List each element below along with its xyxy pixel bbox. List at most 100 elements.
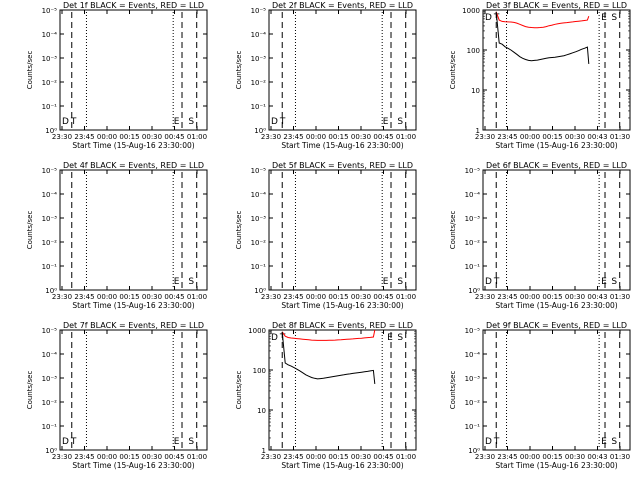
y-tick-label: 10⁻¹ [42, 423, 58, 431]
y-tick-label: 10⁰ [468, 447, 480, 455]
y-axis-label: Counts/sec [449, 211, 457, 250]
x-tick-label: 00:00 [306, 133, 326, 141]
x-tick-label: 00:30 [351, 133, 371, 141]
y-tick-label: 10 [471, 87, 480, 95]
marker-label: E [601, 13, 607, 23]
y-tick-label: 1 [476, 127, 480, 135]
y-tick-label: 100 [467, 47, 480, 55]
marker-label: T [493, 437, 500, 447]
x-axis-label: Start Time (15-Aug-16 23:30:00) [281, 301, 403, 310]
y-tick-label: 10⁻⁵ [465, 327, 481, 335]
y-tick-label: 10⁻⁵ [42, 327, 58, 335]
marker-label: D [485, 277, 492, 287]
y-tick-label: 1 [262, 447, 266, 455]
y-tick-label: 10⁰ [45, 127, 57, 135]
x-tick-label: 00:30 [565, 453, 585, 461]
x-tick-label: 23:30 [475, 453, 495, 461]
plot-frame [482, 329, 631, 451]
y-tick-label: 10⁻¹ [465, 423, 481, 431]
marker-label: D [485, 437, 492, 447]
events-series-line [281, 331, 376, 384]
x-axis-label: Start Time (15-Aug-16 23:30:00) [72, 141, 194, 150]
y-tick-label: 10⁰ [468, 287, 480, 295]
x-tick-label: 23:30 [475, 293, 495, 301]
x-tick-label: 00:15 [119, 133, 139, 141]
y-tick-label: 10⁻⁴ [251, 31, 267, 39]
x-tick-label: 23:45 [497, 133, 517, 141]
x-axis-label: Start Time (15-Aug-16 23:30:00) [281, 141, 403, 150]
y-tick-label: 10⁻⁵ [465, 167, 481, 175]
y-tick-label: 10⁰ [254, 287, 266, 295]
events-series-line [495, 11, 590, 64]
x-tick-label: 01:00 [396, 453, 416, 461]
x-tick-label: 00:00 [520, 133, 540, 141]
chart-title: Det 2f BLACK = Events, RED = LLD [272, 1, 413, 10]
y-tick-label: 10⁻³ [465, 215, 481, 223]
x-tick-label: 00:15 [328, 293, 348, 301]
x-tick-label: 23:45 [74, 133, 94, 141]
x-axis-label: Start Time (15-Aug-16 23:30:00) [495, 301, 617, 310]
x-tick-label: 00:00 [520, 293, 540, 301]
chart-panel-9: Det 9f BLACK = Events, RED = LLD 10⁰ 10⁻¹ 1… [449, 321, 631, 470]
x-tick-label: 00:45 [373, 133, 393, 141]
x-axis-label: Start Time (15-Aug-16 23:30:00) [495, 141, 617, 150]
marker-label: E [601, 437, 607, 447]
x-tick-label: 23:30 [261, 293, 281, 301]
chart-panel-1: Det 1f BLACK = Events, RED = LLD 10⁰ 10⁻¹ 1… [26, 1, 208, 150]
y-tick-label: 10⁻¹ [42, 263, 58, 271]
chart-title: Det 6f BLACK = Events, RED = LLD [486, 161, 627, 170]
plot-frame [268, 329, 417, 451]
marker-label: D [271, 333, 278, 343]
x-tick-label: 00:30 [142, 133, 162, 141]
y-tick-label: 10⁻¹ [42, 103, 58, 111]
x-tick-label: 23:30 [52, 133, 72, 141]
marker-label: D [271, 117, 278, 127]
y-tick-label: 10⁰ [45, 287, 57, 295]
x-tick-label: 23:45 [74, 293, 94, 301]
y-tick-label: 10⁻² [42, 239, 58, 247]
y-tick-label: 10 [257, 407, 266, 415]
x-tick-label: 00:45 [373, 293, 393, 301]
plot-frame [59, 9, 208, 131]
x-tick-label: 23:30 [475, 133, 495, 141]
x-axis-label: Start Time (15-Aug-16 23:30:00) [72, 461, 194, 470]
chart-title: Det 4f BLACK = Events, RED = LLD [63, 161, 204, 170]
x-tick-label: 23:45 [283, 293, 303, 301]
y-tick-label: 10⁻³ [42, 55, 58, 63]
y-tick-label: 10⁻² [42, 399, 58, 407]
x-tick-label: 00:30 [142, 293, 162, 301]
plot-frame [482, 9, 631, 131]
y-tick-label: 10⁻³ [42, 375, 58, 383]
x-tick-label: 01:00 [187, 293, 207, 301]
marker-label: S [611, 277, 617, 287]
x-tick-label: 01:30 [610, 453, 630, 461]
marker-label: S [188, 437, 194, 447]
y-tick-label: 1000 [462, 7, 480, 15]
marker-label: S [611, 437, 617, 447]
x-tick-label: 00:30 [565, 293, 585, 301]
x-tick-label: 23:30 [261, 453, 281, 461]
y-tick-label: 10⁻⁴ [251, 191, 267, 199]
chart-panel-6: Det 6f BLACK = Events, RED = LLD 10⁰ 10⁻¹ 1… [449, 161, 631, 310]
y-tick-label: 10⁻³ [465, 375, 481, 383]
y-tick-label: 10⁻⁴ [42, 191, 58, 199]
x-tick-label: 00:15 [119, 293, 139, 301]
x-tick-label: 00:15 [542, 453, 562, 461]
plot-frame [59, 329, 208, 451]
chart-title: Det 9f BLACK = Events, RED = LLD [486, 321, 627, 330]
y-tick-label: 10⁻⁴ [42, 351, 58, 359]
x-tick-label: 00:45 [164, 293, 184, 301]
x-tick-label: 00:00 [97, 453, 117, 461]
x-tick-label: 00:00 [520, 453, 540, 461]
y-tick-label: 10⁻¹ [251, 263, 267, 271]
marker-label: E [174, 437, 180, 447]
x-axis-label: Start Time (15-Aug-16 23:30:00) [281, 461, 403, 470]
y-tick-label: 10⁻⁴ [465, 191, 481, 199]
y-tick-label: 100 [253, 367, 266, 375]
y-tick-label: 10⁻³ [42, 215, 58, 223]
x-tick-label: 23:45 [497, 453, 517, 461]
x-tick-label: 00:30 [142, 453, 162, 461]
chart-title: Det 3f BLACK = Events, RED = LLD [486, 1, 627, 10]
marker-label: E [601, 277, 607, 287]
